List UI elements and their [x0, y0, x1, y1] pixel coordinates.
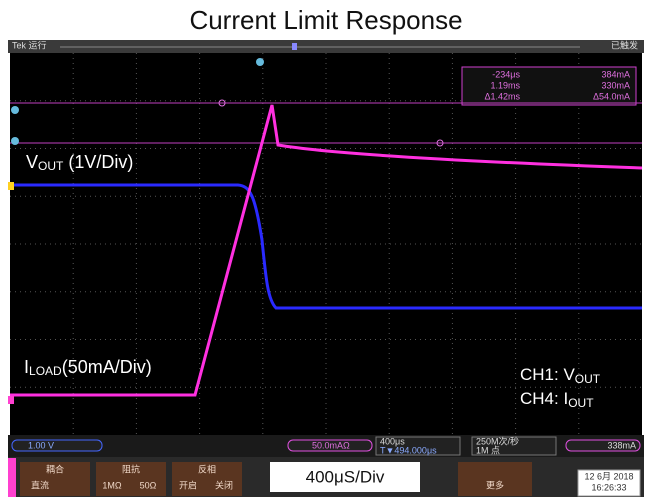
more-button[interactable]: [458, 462, 532, 496]
invert-button[interactable]: [172, 462, 242, 496]
record-length: 1M 点: [476, 445, 500, 455]
trigger-level: 338mA: [607, 440, 636, 450]
caption-box: [270, 462, 420, 492]
menu-label: 更多: [486, 479, 504, 490]
menu-buttons: 耦合 直流 阻抗 1MΩ 50Ω 反相 开启 关闭 更多: [20, 462, 532, 496]
ch1-waveform: [10, 183, 642, 310]
ch1-legend: CH1: VOUT: [520, 365, 601, 386]
time: 16:26:33: [591, 482, 626, 492]
trigger-marker: [292, 43, 297, 50]
cursor-dt: Δ1.42ms: [484, 91, 520, 101]
menu-value: 开启: [179, 479, 197, 490]
delay: T▼494.000μs: [380, 445, 437, 455]
ch4-scale: 50.0mAΩ: [312, 440, 350, 450]
timebase-caption: 400μS/Div: [306, 467, 385, 486]
ch4-waveform: [10, 104, 643, 397]
menu-value: 关闭: [215, 479, 233, 490]
menu-value: 直流: [31, 479, 49, 490]
ch4-legend: CH4: IOUT: [520, 389, 594, 410]
sample-rate: 250M次/秒: [476, 435, 519, 446]
iload-label: ILOAD(50mA/Div): [24, 357, 152, 378]
cursor-t1: -234μs: [492, 69, 520, 79]
cursor-box: [461, 66, 637, 106]
impedance-button[interactable]: [96, 462, 166, 496]
run-status: Tek 运行: [12, 39, 47, 50]
grid: [10, 53, 642, 435]
menu-label: 阻抗: [122, 463, 140, 474]
coupling-button[interactable]: [20, 462, 90, 496]
menu-label: 耦合: [46, 463, 64, 474]
menu-value: 1MΩ: [102, 480, 122, 490]
cursor-t2: 1.19ms: [490, 80, 520, 90]
ch1-scale: 1.00 V: [28, 440, 54, 450]
vout-label: VOUT (1V/Div): [26, 152, 133, 173]
menu-value: 50Ω: [140, 480, 157, 490]
date: 12 6月 2018: [584, 471, 633, 481]
trigger-status: 已触发: [611, 39, 638, 50]
title: Current Limit Response: [189, 5, 462, 35]
cursor-v2: 330mA: [601, 80, 630, 90]
cursor-v1: 384mA: [601, 69, 630, 79]
menu-label: 反相: [198, 463, 216, 474]
timebase: 400μs: [380, 436, 405, 446]
cursor-dv: Δ54.0mA: [593, 91, 630, 101]
